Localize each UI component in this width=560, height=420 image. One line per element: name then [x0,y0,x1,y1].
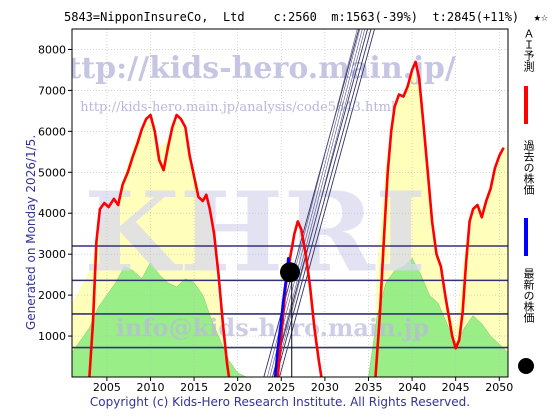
y-tick-label: 5000 [38,166,66,179]
y-tick-label: 7000 [38,84,66,97]
series-line-past [273,256,292,377]
trend-line [263,29,360,377]
x-tick-label: 2035 [354,381,382,394]
trend-line [272,29,363,377]
y-tick-label: 4000 [38,207,66,220]
legend-swatch-past [524,218,528,256]
y-tick-label: 2000 [38,289,66,302]
plot-frame [71,28,509,378]
x-tick-label: 2040 [398,381,426,394]
x-tick-label: 2010 [136,381,164,394]
legend-swatch-latest [518,358,534,374]
trend-line [279,29,375,377]
x-tick-label: 2030 [311,381,339,394]
trend-line [274,29,366,377]
legend-label-latest: 最新の株価 [522,268,535,323]
y-tick-label: 1000 [38,330,66,343]
legend-label-past: 過去の株価 [522,140,535,195]
plot-area: http://kids-hero.main.jp/http://kids-her… [46,29,508,377]
x-tick-label: 2005 [93,381,121,394]
generated-date-label: Generated on Monday 2026/1/5. [24,134,38,330]
y-tick-label: 3000 [38,248,66,261]
trend-line [269,29,361,377]
watermark-email: info@kids-hero.main.jp [116,313,430,342]
x-tick-label: 2020 [224,381,252,394]
latest-price-point [280,262,300,283]
legend: ＡＩ予測 過去の株価 最新の株価 [514,28,544,388]
chart-title: 5843=NipponInsureCo, Ltd c:2560 m:1563(-… [64,10,549,24]
y-tick-label: 6000 [38,125,66,138]
series-line-prediction3 [374,60,505,377]
legend-label-ai: ＡＩ予測 [522,28,535,72]
legend-swatch-ai [524,86,528,124]
x-tick-label: 2050 [485,381,513,394]
x-tick-label: 2015 [180,381,208,394]
watermark-url: http://kids-hero.main.jp/ [46,51,456,86]
x-tick-label: 2025 [267,381,295,394]
y-tick-label: 8000 [38,43,66,56]
copyright-footer: Copyright (c) Kids-Hero Research Institu… [89,395,471,409]
x-tick-label: 2045 [442,381,470,394]
watermark-logo: KHRI [84,168,426,297]
series-line-prediction [88,113,231,377]
